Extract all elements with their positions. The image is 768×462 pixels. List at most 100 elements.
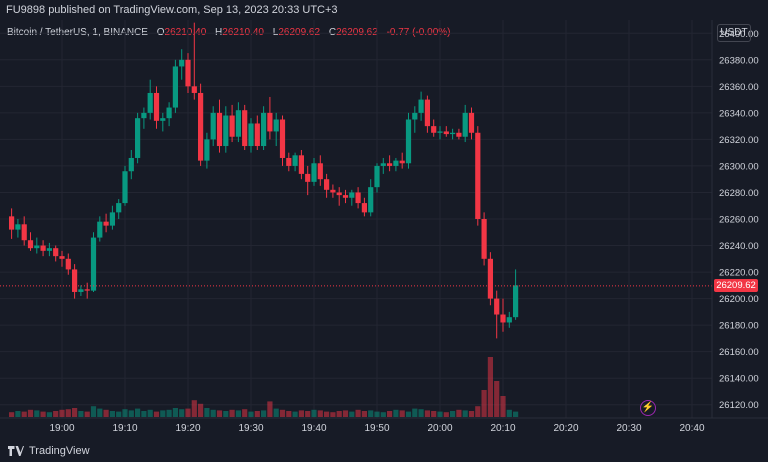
candle: [9, 208, 15, 239]
candle-body: [279, 119, 286, 158]
volume-bar: [443, 412, 449, 417]
volume-bar: [286, 411, 292, 417]
candle: [65, 253, 71, 275]
candle-body: [462, 112, 468, 137]
x-tick-label: 20:30: [616, 423, 641, 434]
candle: [380, 157, 386, 174]
currency-button[interactable]: USDT: [717, 24, 751, 42]
change-value: -0.77 (-0.00%): [386, 27, 451, 38]
candle-body: [286, 157, 292, 166]
candle-body: [273, 119, 279, 132]
candle: [15, 219, 21, 238]
candle-body: [40, 245, 46, 251]
candle-body: [374, 165, 380, 188]
candle-body: [210, 112, 216, 140]
tradingview-logo-icon: [8, 446, 24, 456]
x-tick-label: 20:40: [679, 423, 704, 434]
volume-bar: [109, 411, 115, 417]
candle-body: [9, 216, 15, 230]
candle: [235, 102, 241, 143]
volume-bar: [160, 410, 166, 417]
candle-body: [172, 66, 178, 108]
volume-bars: [9, 357, 519, 417]
candle-body: [229, 115, 235, 137]
candle: [72, 264, 78, 299]
candle-body: [53, 248, 59, 257]
volume-bar: [122, 409, 128, 417]
candle: [481, 212, 487, 266]
volume-bar: [336, 411, 342, 417]
candle: [317, 155, 323, 186]
candle-body: [292, 155, 298, 166]
candle-body: [399, 160, 405, 164]
candle-body: [27, 240, 34, 249]
x-tick-label: 19:50: [364, 423, 389, 434]
high-value: 26210.40: [222, 27, 264, 38]
candle: [59, 250, 65, 267]
volume-bar: [172, 408, 178, 417]
candle-body: [418, 99, 424, 113]
volume-bar: [242, 409, 248, 417]
candle-body: [78, 289, 84, 292]
volume-bar: [27, 409, 34, 417]
volume-bar: [235, 410, 241, 417]
candle: [103, 213, 109, 233]
volume-bar: [229, 409, 235, 417]
candle: [462, 104, 468, 143]
high-label: H: [215, 27, 223, 38]
candle: [355, 187, 361, 209]
volume-bar: [481, 390, 487, 417]
candle-body: [513, 285, 519, 318]
candle-body: [368, 187, 374, 213]
low-label: L: [272, 27, 279, 38]
candle: [361, 197, 367, 217]
candle-body: [109, 212, 115, 226]
open-label: O: [156, 27, 165, 38]
candle: [336, 187, 342, 206]
y-tick-label: 26340.00: [719, 108, 759, 119]
candle-body: [405, 119, 412, 164]
y-tick-label: 26180.00: [719, 321, 759, 332]
candle-body: [317, 163, 323, 180]
candle: [437, 126, 443, 140]
candle: [97, 216, 103, 242]
volume-bar: [103, 409, 109, 417]
candle-body: [298, 155, 304, 174]
candle: [216, 99, 223, 153]
x-tick-label: 19:20: [175, 423, 200, 434]
x-axis-ticks: 19:00 19:10 19:20 19:30 19:40 19:50 20:00 20:10…: [49, 423, 704, 434]
y-tick-label: 26260.00: [719, 215, 759, 226]
lightning-icon[interactable]: ⚡: [640, 400, 656, 416]
x-tick-label: 20:20: [553, 423, 578, 434]
candle: [109, 205, 115, 230]
candle-body: [349, 192, 355, 198]
candle: [248, 118, 254, 153]
volume-bar: [72, 408, 78, 417]
candle: [368, 179, 374, 217]
volume-bar: [65, 409, 71, 417]
candle: [500, 298, 506, 332]
volume-bar: [317, 410, 323, 417]
candle-body: [475, 132, 481, 219]
volume-bar: [330, 412, 336, 417]
close-value: 26209.62: [336, 27, 378, 38]
candle-body: [387, 163, 393, 166]
y-tick-label: 26200.00: [719, 294, 759, 305]
candle-body: [431, 126, 437, 133]
candle: [122, 165, 128, 206]
volume-bar: [355, 409, 361, 417]
candle: [179, 49, 185, 80]
candle: [242, 104, 248, 151]
x-tick-label: 19:00: [49, 423, 74, 434]
candle: [185, 53, 191, 93]
last-price-label: 26209.62: [714, 279, 758, 293]
volume-bar: [198, 403, 204, 417]
candle: [229, 104, 235, 143]
candle: [431, 119, 437, 137]
volume-bar: [40, 411, 46, 417]
candle: [198, 83, 204, 166]
candle-body: [361, 203, 367, 213]
y-tick-label: 26120.00: [719, 400, 759, 411]
candle-body: [443, 131, 449, 135]
